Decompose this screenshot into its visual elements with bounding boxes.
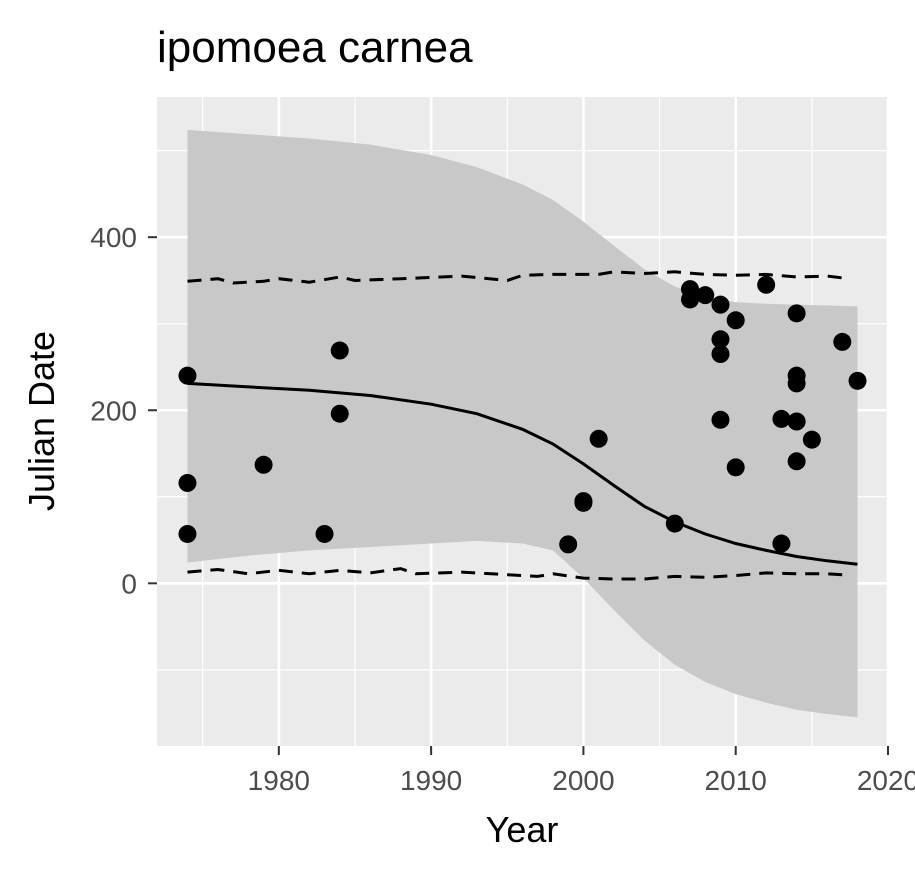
- upper-quantile-line: [187, 270, 843, 285]
- x-axis-title: Year: [486, 809, 559, 850]
- data-point: [787, 374, 806, 393]
- data-point: [772, 534, 791, 553]
- data-point: [772, 409, 791, 428]
- x-tick-label: 1980: [248, 765, 310, 796]
- data-point: [787, 452, 806, 471]
- data-point: [559, 535, 578, 554]
- data-point: [696, 286, 715, 305]
- confidence-ribbon: [187, 129, 858, 718]
- y-axis-title: Julian Date: [21, 331, 62, 511]
- data-point: [711, 295, 730, 314]
- data-point: [787, 412, 806, 431]
- data-point: [711, 345, 730, 364]
- x-tick-label: 2000: [552, 765, 614, 796]
- data-point: [681, 290, 700, 309]
- x-axis: 1980 1990 2000 2010 2020: [248, 746, 915, 796]
- data-point: [178, 473, 197, 492]
- data-point: [726, 458, 745, 477]
- data-point: [665, 514, 684, 533]
- data-point: [833, 332, 852, 351]
- data-point: [330, 404, 349, 423]
- data-point: [178, 366, 197, 385]
- data-points: [178, 275, 867, 554]
- data-point: [315, 524, 334, 543]
- data-point: [787, 304, 806, 323]
- data-point: [711, 410, 730, 429]
- y-tick-label: 0: [121, 568, 137, 599]
- y-axis: 0 200 400: [90, 222, 157, 599]
- data-point: [802, 430, 821, 449]
- data-point: [330, 341, 349, 360]
- data-point: [711, 330, 730, 349]
- data-point: [178, 524, 197, 543]
- x-tick-label: 2020: [857, 765, 915, 796]
- data-point: [726, 311, 745, 330]
- fit-line: [187, 381, 858, 566]
- data-point: [757, 275, 776, 294]
- lower-quantile-line: [187, 567, 843, 581]
- y-tick-label: 200: [90, 395, 137, 426]
- data-point: [848, 371, 867, 390]
- y-tick-label: 400: [90, 222, 137, 253]
- x-tick-label: 1990: [400, 765, 462, 796]
- data-point: [589, 429, 608, 448]
- x-tick-label: 2010: [705, 765, 767, 796]
- data-point: [574, 493, 593, 512]
- chart-title: ipomoea carnea: [157, 23, 473, 72]
- data-point: [254, 455, 273, 474]
